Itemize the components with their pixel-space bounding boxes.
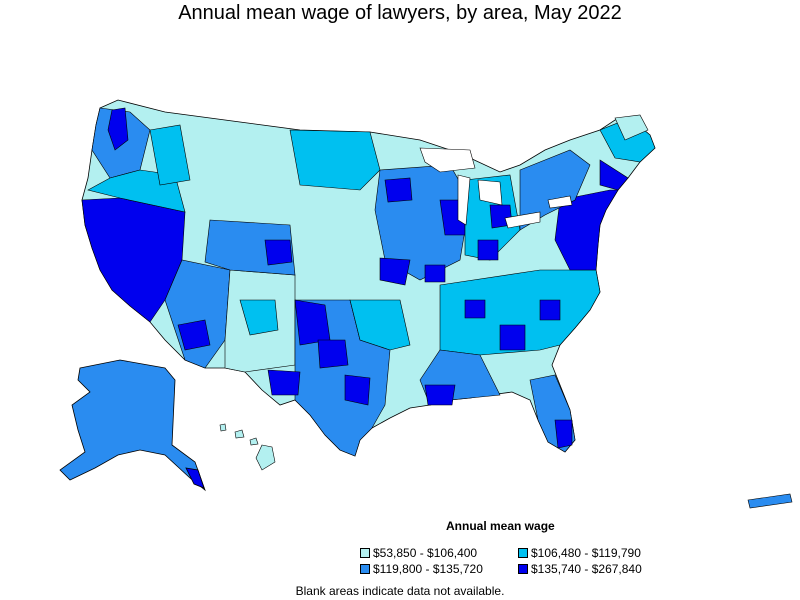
hawaii	[219, 423, 276, 471]
region-texas	[267, 299, 411, 457]
legend-title: Annual mean wage	[446, 519, 555, 533]
alaska	[59, 359, 206, 492]
legend-swatch-4	[518, 564, 528, 574]
legend-swatch-1	[360, 548, 370, 558]
region-southwest	[164, 259, 296, 373]
legend-label-1: $53,850 - $106,400	[373, 546, 478, 560]
legend-label-2: $106,480 - $119,790	[531, 546, 641, 560]
region-mountain	[149, 124, 381, 276]
map-title: Annual mean wage of lawyers, by area, Ma…	[178, 2, 622, 24]
great-lakes	[419, 147, 573, 229]
legend-item-3: $119,800 - $135,720	[360, 562, 483, 576]
region-southeast	[419, 269, 601, 453]
legend-item-1: $53,850 - $106,400	[360, 546, 477, 560]
legend-item-2: $106,480 - $119,790	[518, 546, 641, 560]
legend-label-3: $119,800 - $135,720	[373, 562, 483, 576]
region-northeast	[519, 114, 656, 271]
legend-swatch-3	[360, 564, 370, 574]
footnote: Blank areas indicate data not available.	[295, 584, 505, 598]
legend-item-4: $135,740 - $267,840	[518, 562, 642, 576]
legend-swatch-2	[518, 548, 528, 558]
legend-label-4: $135,740 - $267,840	[531, 562, 642, 576]
puerto-rico	[747, 493, 793, 509]
